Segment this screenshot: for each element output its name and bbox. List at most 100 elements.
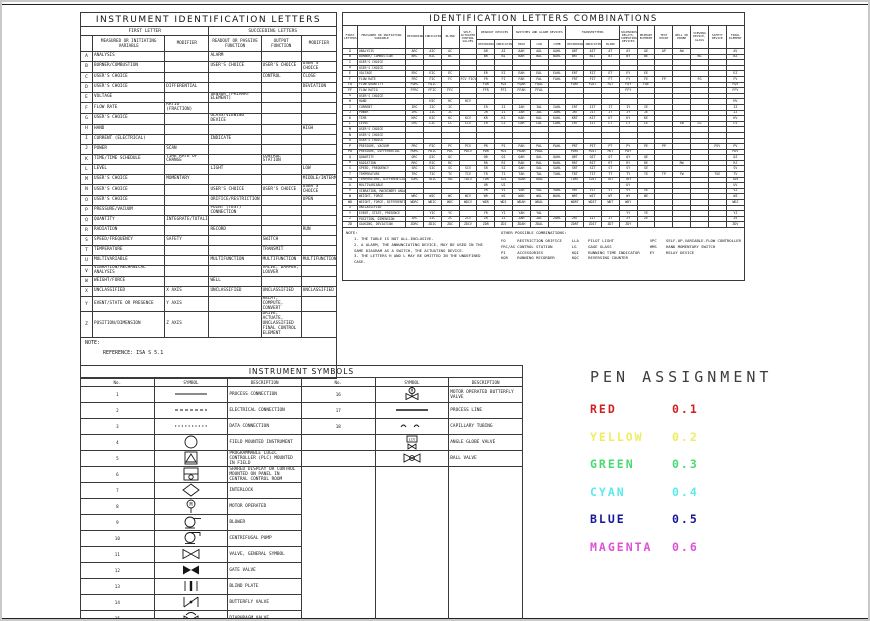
cell: FFY [618, 87, 638, 94]
symbol-cell [374, 450, 450, 467]
letter-cell: R [79, 225, 94, 237]
table-row: H HAND HIC HC HCV HV [341, 98, 746, 105]
cell [725, 59, 746, 66]
letter-cell: N [79, 184, 94, 196]
cell [547, 92, 567, 100]
cell: ANALYSIS [92, 51, 166, 62]
symbol-description: INTERLOCK [227, 482, 302, 499]
cell: OPEN [300, 194, 338, 206]
cell: X AXIS [164, 286, 210, 297]
table-row: 6 SHARED DISPLAY OR CONTROL MOUNTED ON PA… [80, 466, 523, 619]
cell: USER'S CHOICE [260, 184, 302, 196]
note-label: NOTE: [346, 230, 358, 235]
column-header: No. [80, 377, 155, 387]
cell [654, 81, 674, 89]
cell [672, 70, 692, 77]
column-header: TEST POINT [654, 25, 674, 49]
pen-width-value: 0.4 [672, 484, 699, 499]
symbol-cell [153, 466, 229, 483]
cell [529, 64, 549, 72]
cell: KT [601, 115, 620, 122]
cell [601, 64, 620, 72]
symbol-number: 1 [80, 386, 155, 403]
cell: USER'S CHOICE [92, 71, 166, 83]
cell: Y AXIS [164, 295, 210, 313]
cell [654, 87, 674, 94]
blind-plate-icon [184, 581, 198, 591]
cell: IRT [565, 103, 585, 111]
cell: USER'S CHOICE [92, 174, 166, 186]
cell: LG [690, 120, 709, 128]
cell [725, 64, 746, 72]
cell [208, 245, 262, 257]
gate-valve-icon [182, 565, 199, 575]
cell [583, 59, 603, 66]
cell [690, 115, 709, 122]
id-letters-grid: INSTRUMENT IDENTIFICATION LETTERS FIRST L… [79, 12, 338, 379]
cell [672, 98, 692, 105]
cell [260, 81, 302, 93]
combo-entry: KQI RUNNING TIME INDICATOR [571, 249, 640, 255]
table-row: D USER'S CHOICE [341, 64, 746, 72]
table-row: Z POSITION/DIMENSION Z AXIS DRIVE, ACTUATE,… [79, 311, 338, 338]
cell: EAHL [547, 70, 567, 77]
cell [208, 174, 262, 186]
cell [601, 92, 620, 100]
combo-entry: VPC SELF-OP-VARIABLE-FLOW CONTROLLER [649, 237, 741, 243]
table-row: Y EVENT/STATE OR PRESENCE Y AXIS RELAY, COM… [79, 295, 338, 313]
table-row: 2 ELECTRICAL CONNECTION 17 PROCESS LINE [80, 402, 523, 419]
cell: LIGHT [208, 164, 262, 176]
cell: FE [636, 76, 656, 83]
cell: UNCLASSIFIED [92, 286, 166, 297]
cell: JRT [565, 109, 585, 117]
sub-header: COMB [547, 39, 567, 49]
column-header: FINAL ELEMENT [725, 25, 746, 49]
pen-color-name: CYAN [590, 484, 626, 499]
combo-entry: PI ACCESSORIES [500, 249, 544, 255]
pen-color-name: YELLOW [590, 429, 644, 444]
table-row: B BURNER/COMBUSTION USER'S CHOICE USER'S CH… [79, 61, 338, 73]
cell: SAFETY [164, 235, 210, 247]
cell [208, 123, 262, 135]
symbol-cell [374, 402, 450, 419]
shared-display-icon [183, 467, 199, 481]
cell: KAHL [547, 115, 567, 122]
cell [690, 70, 709, 77]
column-header: MODIFIER [164, 35, 210, 52]
cell: ERT [565, 70, 585, 77]
variable-cell: HAND [357, 98, 407, 105]
cell [300, 311, 338, 338]
cell [164, 133, 210, 145]
table-row: K TIME KRC KIC KC KCV KR KI KAH KAL KAHL KRT KIT KT KY… [341, 115, 746, 122]
table-row: ZD GAUGING, DEVIATION ZDRC ZDIC ZDC ZDCV ZDR ZD… [341, 221, 746, 228]
combo-entry: FO RESTRICTION ORIFICE [500, 237, 562, 243]
cell: FT [601, 76, 620, 83]
letter-cell: D [79, 81, 94, 93]
cell: LW [672, 120, 692, 128]
table-row: FF FLOW RATIO FFRC FFIC FFC FFR FFI FFAH FFAL FFY… [341, 87, 746, 94]
cell [636, 87, 656, 94]
table-row: K TIME/TIME SCHEDULE TIME RATE OF CHANGE CO… [79, 153, 338, 166]
cell: USER'S CHOICE [92, 194, 166, 206]
column-header: SAFETY DEVICE [707, 25, 727, 49]
cell: HV [725, 98, 746, 105]
cell [583, 64, 603, 72]
symbol-cell [153, 418, 229, 435]
column-header: OUTPUT FUNCTION [260, 35, 302, 52]
table-row: TD TEMPERATURE, DIFFERENTIAL TDRC TDIC TDC TD… [341, 176, 746, 184]
cell: DRIVE, ACTUATE, UNCLASSIFIED FINAL CONTR… [260, 311, 302, 338]
cell [725, 92, 746, 100]
symbol-description: ELECTRICAL CONNECTION [227, 402, 302, 419]
pen-color-name: BLUE [590, 512, 626, 526]
table-row: 15 DIAPHRAGM VALVE [80, 610, 523, 619]
column-header: MODIFIER [300, 35, 338, 52]
blower-icon [184, 516, 201, 529]
other-combinations: OTHER POSSIBLE COMBINATIONS: FO RESTRICTI… [501, 230, 741, 265]
symbol-cell [153, 434, 229, 451]
cell [164, 112, 210, 125]
cell: SPEED/FREQUENCY [92, 235, 166, 247]
cell: LAH [511, 120, 531, 128]
column-header: RECORDING [405, 25, 424, 49]
table-row: 11 VALVE, GENERAL SYMBOL [80, 546, 523, 563]
cell: MULTIVARIABLE [92, 255, 166, 267]
